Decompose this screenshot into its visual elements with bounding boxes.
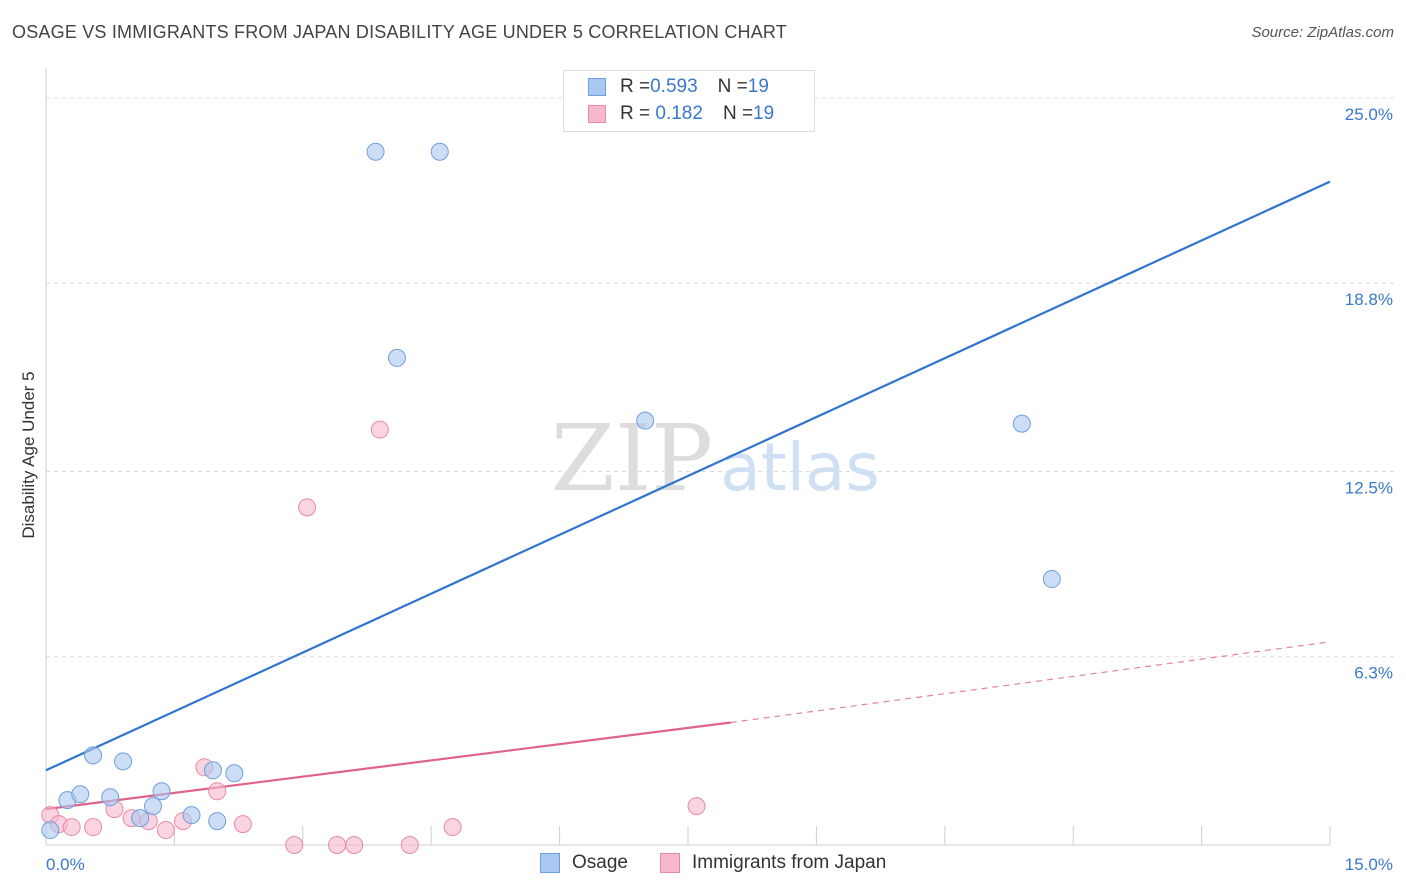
legend-r-label: R = — [620, 103, 651, 124]
osage-point — [1042, 570, 1061, 589]
bottom-legend-osage: Osage — [540, 850, 628, 876]
osage-point — [1012, 414, 1031, 433]
grid-lines — [46, 97, 1395, 658]
bottom-legend-swatch-japan — [660, 853, 680, 873]
legend: R = 0.593 N = 19 R = 0.182 N = 19 — [563, 70, 815, 132]
bottom-legend-japan: Immigrants from Japan — [660, 850, 886, 876]
osage-point — [84, 746, 103, 765]
legend-r-value: 0.182 — [650, 103, 703, 124]
legend-n-label: N = — [717, 76, 748, 97]
trend-line-osage — [45, 180, 1331, 772]
y-tick-label: 18.8% — [1345, 290, 1393, 309]
japan-point — [345, 836, 364, 854]
legend-n-value: 19 — [747, 76, 769, 97]
osage-point — [225, 764, 244, 783]
legend-r-value: 0.593 — [650, 76, 698, 97]
bottom-legend-label-osage: Osage — [572, 852, 628, 873]
japan-point — [62, 818, 81, 837]
osage-point — [182, 806, 201, 825]
osage-point — [366, 142, 385, 161]
trend-line-extension — [730, 641, 1331, 724]
japan-point — [156, 821, 175, 840]
osage-point — [636, 411, 655, 430]
japan-point — [328, 836, 347, 854]
x-tick-label: 0.0% — [46, 855, 85, 874]
japan-point — [370, 420, 389, 439]
bottom-legend-label-japan: Immigrants from Japan — [692, 852, 887, 873]
legend-n-label: N = — [722, 103, 754, 124]
y-tick-label: 6.3% — [1354, 664, 1393, 683]
japan-point — [84, 818, 103, 837]
axes — [45, 68, 1331, 846]
legend-n-value: 19 — [753, 103, 775, 124]
osage-point — [71, 785, 90, 804]
tick-labels: 6.3% 12.5% 18.8% 25.0% 0.0% 15.0% — [46, 105, 1393, 874]
osage-point — [131, 809, 150, 828]
legend-row-japan: R = 0.182 N = 19 — [588, 103, 774, 125]
watermark-atlas: atlas — [720, 429, 880, 506]
watermark-zip: ZIP — [551, 405, 713, 512]
osage-point — [101, 788, 120, 807]
legend-swatch-japan — [588, 105, 606, 123]
bottom-legend-swatch-osage — [540, 853, 560, 873]
watermark: ZIP atlas — [551, 405, 880, 512]
japan-point — [285, 836, 304, 854]
x-tick-label: 15.0% — [1345, 855, 1393, 874]
japan-point — [687, 797, 706, 816]
japan-point — [208, 782, 227, 801]
japan-point — [298, 498, 317, 517]
osage-point — [208, 812, 227, 831]
osage-point — [152, 782, 171, 801]
legend-swatch-osage — [588, 78, 606, 96]
osage-point — [144, 797, 162, 816]
osage-point — [387, 348, 406, 367]
y-axis-label: Disability Age Under 5 — [19, 371, 38, 538]
osage-point — [114, 752, 133, 771]
data-points — [41, 142, 1061, 854]
japan-point — [443, 818, 462, 837]
legend-r-label: R = — [620, 76, 651, 97]
y-tick-label: 12.5% — [1345, 478, 1393, 497]
legend-row-osage: R = 0.593 N = 19 — [588, 76, 769, 98]
y-tick-label: 25.0% — [1345, 105, 1393, 124]
japan-point — [400, 836, 419, 854]
chart-title: OSAGE VS IMMIGRANTS FROM JAPAN DISABILIT… — [12, 22, 787, 42]
chart-source: Source: ZipAtlas.com — [1251, 24, 1394, 41]
osage-point — [203, 761, 222, 780]
osage-point — [41, 821, 60, 840]
osage-point — [430, 142, 449, 161]
japan-point — [233, 815, 252, 834]
trend-line-japan — [45, 721, 731, 811]
